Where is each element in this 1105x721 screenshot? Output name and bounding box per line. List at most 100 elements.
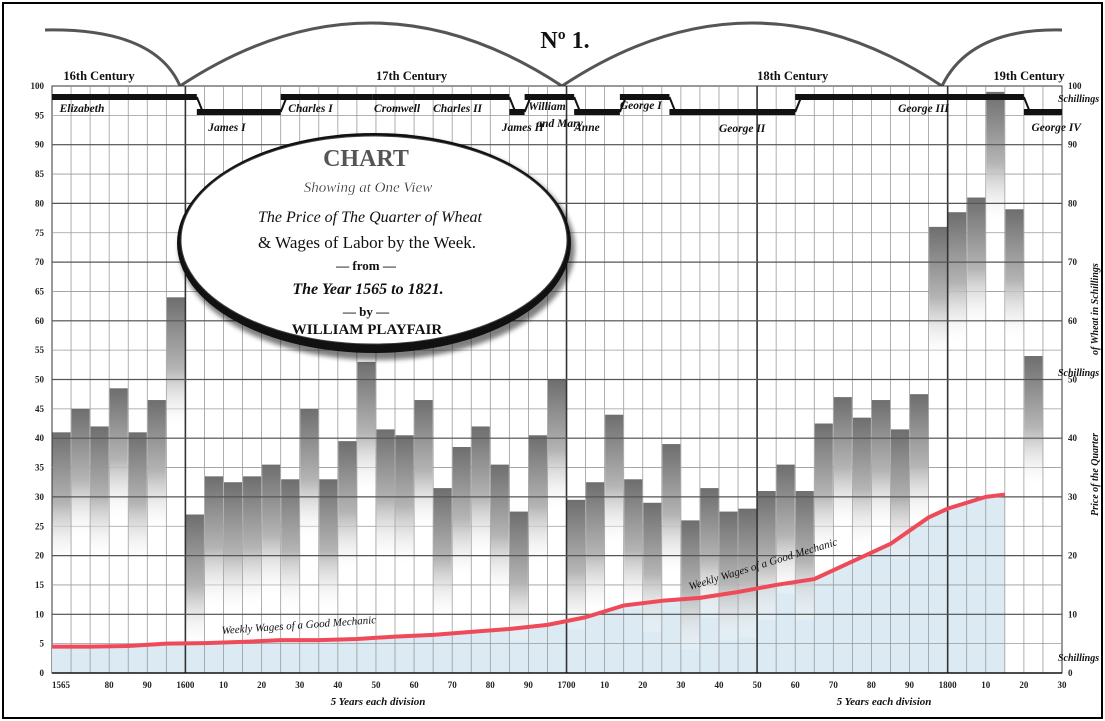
y-tick-label-right: 40 (1068, 433, 1078, 443)
x-tick-label: 40 (714, 680, 724, 690)
reign-label: and Mary (536, 118, 583, 130)
wheat-bar (90, 426, 109, 556)
x-tick-label: 1565 (52, 680, 71, 690)
wheat-bar (871, 400, 890, 530)
reign-label: Elizabeth (59, 103, 105, 115)
x-tick-label: 70 (448, 680, 458, 690)
wheat-bar (738, 508, 757, 638)
x-tick-label: 90 (143, 680, 153, 690)
wheat-bar (547, 379, 567, 509)
unit-label-bottom: Schillings (1058, 653, 1099, 664)
wheat-bar (528, 435, 547, 565)
arch-19th-century (940, 28, 1063, 87)
y-tick-label: 65 (35, 286, 45, 296)
y-tick-label: 75 (35, 228, 45, 238)
plate-number: Nº 1. (540, 28, 589, 54)
x-tick-label: 40 (333, 680, 343, 690)
y-tick-label-right: 20 (1068, 551, 1078, 561)
y-tick-label-right: 90 (1068, 140, 1078, 150)
y-tick-label: 70 (35, 257, 45, 267)
wheat-bar (814, 423, 833, 553)
cartouche-line4: — from — (335, 258, 397, 273)
x-tick-label: 1800 (939, 680, 958, 690)
wheat-bar (376, 429, 395, 559)
wheat-bar (395, 435, 414, 565)
wheat-bar (833, 397, 852, 527)
wheat-bar (357, 361, 376, 492)
wheat-bar (1005, 209, 1024, 339)
y-axis-ticks-right: 0 10 20 30 40 50 60 70 80 90 100 (1068, 81, 1082, 678)
century-arches (44, 21, 1063, 88)
wage-area-group (52, 494, 1005, 673)
wheat-bar (719, 511, 738, 641)
reign-timeline: Elizabeth James I Charles I Cromwell Charles… (52, 94, 1082, 135)
wheat-bar (109, 388, 128, 518)
wheat-bar (929, 226, 948, 357)
wheat-bar (890, 429, 910, 559)
x-tick-label: 70 (829, 680, 839, 690)
cartouche-line5: The Year 1565 to 1821. (292, 281, 443, 298)
wage-line-group (52, 492, 1006, 649)
wheat-bar (624, 479, 643, 609)
y-tick-label-right: 30 (1068, 492, 1078, 502)
y-tick-label: 35 (35, 463, 45, 473)
x-tick-label: 80 (486, 680, 496, 690)
wheat-bar (662, 444, 681, 574)
x-tick-label: 10 (219, 680, 229, 690)
cartouche-line6: — by — (342, 304, 390, 319)
cartouche-line2: The Price of The Quarter of Wheat (258, 209, 483, 226)
wheat-bar (414, 400, 433, 530)
wheat-bar (281, 479, 300, 609)
wheat-bar (338, 441, 357, 571)
x-tick-label: 80 (867, 680, 877, 690)
wage-line (52, 492, 1006, 649)
wheat-bar (776, 464, 795, 594)
wheat-bar (948, 212, 967, 342)
y-tick-label: 20 (35, 551, 45, 561)
wheat-bar (986, 91, 1005, 222)
wheat-bar (700, 488, 719, 618)
x-tick-label: 20 (257, 680, 267, 690)
y-tick-label: 50 (35, 375, 45, 385)
reign-label: James II (501, 122, 544, 134)
x-tick-label: 60 (410, 680, 420, 690)
x-tick-label: 1700 (558, 680, 577, 690)
wheat-bar (643, 502, 662, 632)
x-tick-label: 50 (371, 680, 381, 690)
wheat-bar (185, 514, 204, 644)
reign-label: James I (207, 122, 246, 134)
arch-18th-century (561, 21, 943, 88)
y-tick-label: 10 (35, 609, 45, 619)
wheat-bar (262, 464, 281, 594)
reign-label: George III (898, 103, 949, 115)
y-axis-ticks-left: 0 5 10 15 20 25 30 35 40 45 50 55 60 65 70 75 80 85 90 95 10… (31, 81, 45, 678)
y-tick-label-right: 10 (1068, 609, 1078, 619)
cartouche-title: CHART (323, 146, 409, 172)
wheat-bar (433, 488, 452, 618)
y-tick-label: 55 (35, 345, 45, 355)
wheat-bar (586, 482, 605, 612)
y-tick-label: 40 (35, 433, 45, 443)
x-tick-label: 30 (1058, 680, 1068, 690)
x-tick-label: 10 (600, 680, 610, 690)
y-tick-label: 5 (40, 639, 45, 649)
x-axis-ticks: 1565 80 90 1600 10 20 30 40 50 60 70 80 90 1700 10 20 30… (52, 680, 1067, 690)
x-tick-label: 10 (981, 680, 991, 690)
wheat-bar (166, 297, 185, 427)
wheat-bar (300, 408, 319, 538)
y-axis-label-right-part2: of Wheat in Schillings (1090, 263, 1101, 355)
cartouche-line1: Showing at One View (304, 180, 432, 196)
y-tick-label-right: 80 (1068, 198, 1078, 208)
x-tick-label: 90 (524, 680, 534, 690)
century-label: 16th Century (63, 69, 135, 83)
x-tick-label: 50 (753, 680, 763, 690)
wheat-bar (567, 499, 586, 629)
reign-label: Charles I (288, 103, 333, 115)
wheat-bar (681, 520, 700, 650)
reign-label: George II (719, 123, 766, 135)
unit-label-middle: Schillings (1058, 368, 1099, 379)
century-label: 19th Century (993, 69, 1065, 83)
century-label: 17th Century (376, 69, 448, 83)
y-tick-label-right: 60 (1068, 316, 1078, 326)
